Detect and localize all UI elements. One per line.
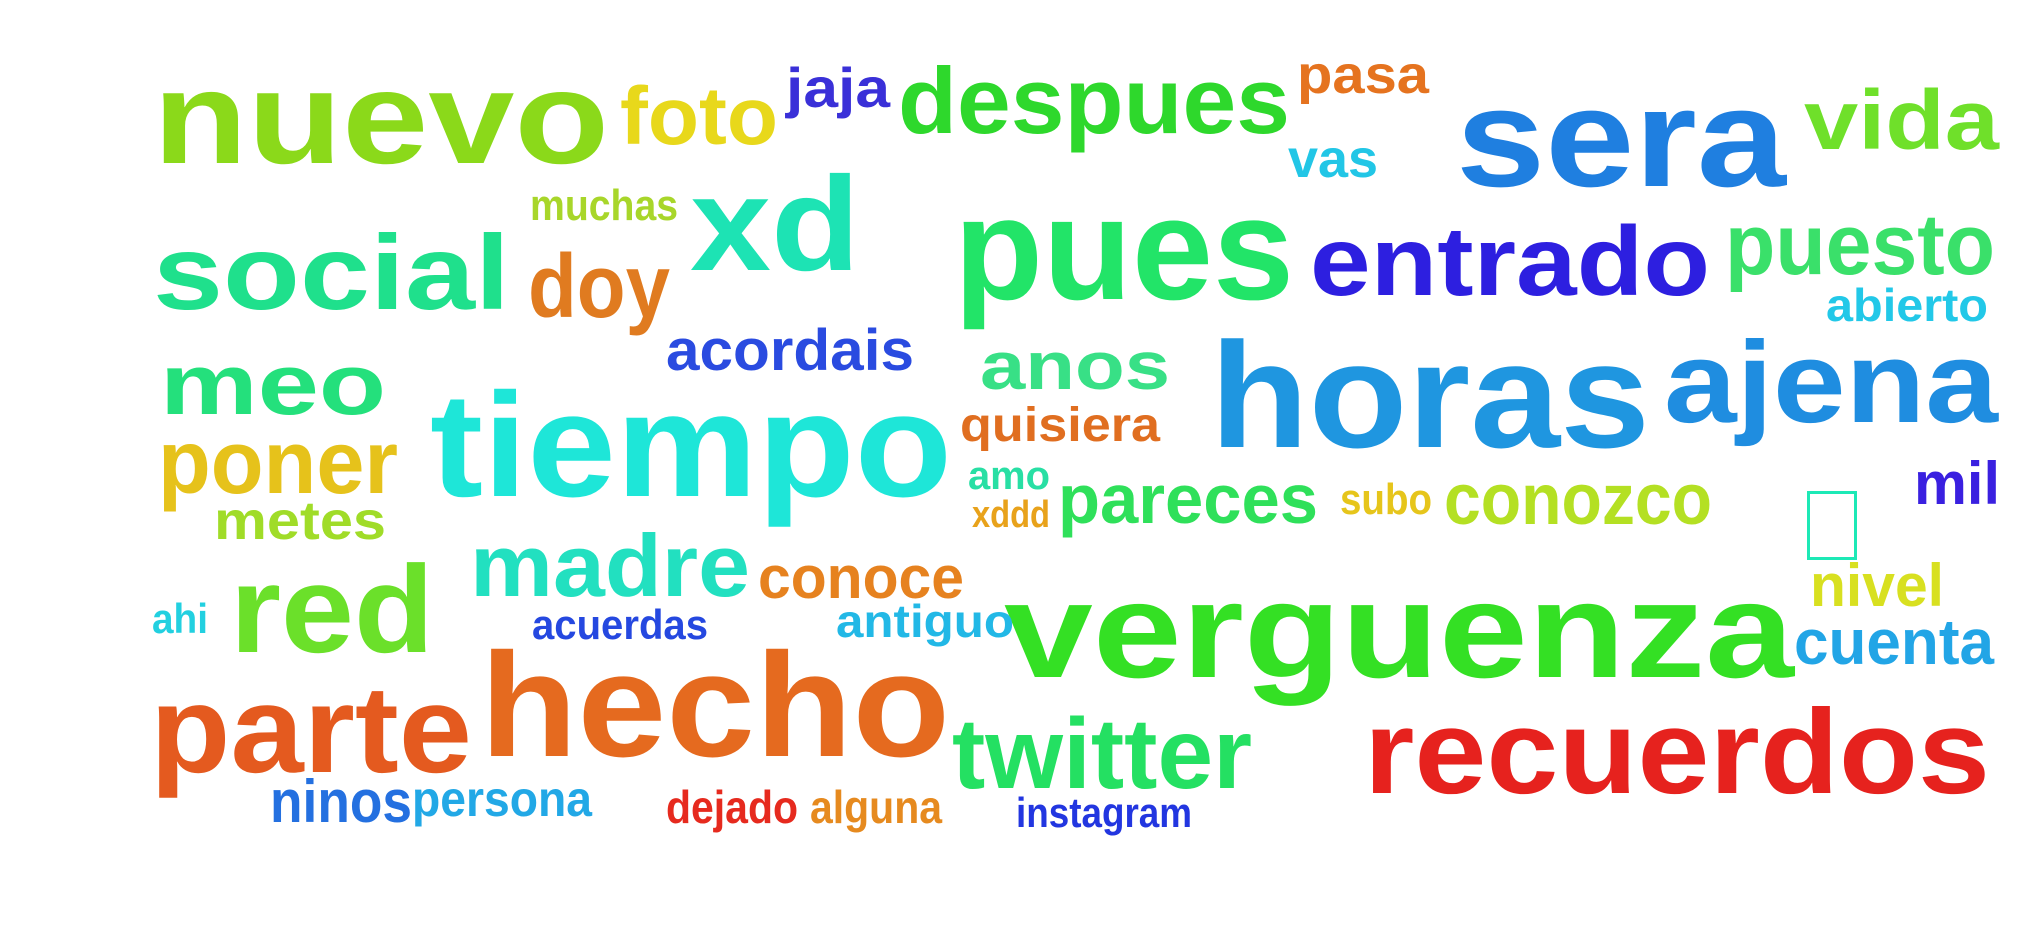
word-pues: pues [954,167,1295,330]
word-recuerdos: recuerdos [1364,685,1990,819]
word-abierto: abierto [1826,279,1988,331]
word-anos: anos [980,328,1171,404]
word-madre: madre [470,516,750,615]
word-vida: vida [1804,73,2000,167]
word-hecho: hecho [480,623,951,788]
word-xd: xd [690,150,860,299]
word-cuenta: cuenta [1794,606,1995,678]
word-pareces: pareces [1058,460,1318,538]
word-nivel: nivel [1810,552,1944,619]
word-pasa: pasa [1297,45,1430,105]
word-puesto: puesto [1725,197,1996,293]
word-horas: horas [1210,311,1651,479]
word-tiempo: tiempo [430,363,952,528]
word-instagram: instagram [1016,789,1193,836]
word-despues: despues [898,48,1291,153]
word-red: red [230,541,435,679]
word-conoce: conoce [758,544,965,611]
word-muchas: muchas [530,181,679,230]
word-social: social [153,214,511,332]
word-jaja: jaja [786,56,890,119]
missing-glyph-box [1807,491,1857,560]
word-conozco: conozco [1444,460,1713,540]
word-ahi: ahi [152,595,209,642]
word-xddd: xddd [972,494,1050,536]
word-acordais: acordais [666,318,915,383]
word-vas: vas [1288,129,1379,189]
word-quisiera: quisiera [960,399,1161,452]
word-foto: foto [620,71,779,162]
word-mil: mil [1914,450,2001,517]
word-meo: meo [160,337,387,433]
word-dejado: dejado [666,781,799,833]
word-entrado: entrado [1310,206,1710,316]
word-ninos: ninos [270,768,412,835]
word-verguenza: verguenza [1004,554,1795,706]
word-acuerdas: acuerdas [532,601,709,648]
word-metes: metes [214,491,386,551]
word-ajena: ajena [1664,317,1998,447]
word-twitter: twitter [952,698,1252,810]
word-sera: sera [1456,59,1786,216]
word-nuevo: nuevo [153,44,610,191]
word-amo: amo [968,454,1051,498]
word-persona: persona [412,771,593,827]
word-subo: subo [1340,475,1433,524]
word-antiguo: antiguo [836,595,1015,647]
word-parte: parte [150,661,472,799]
word-alguna: alguna [810,781,943,833]
word-doy: doy [528,237,670,337]
word-poner: poner [158,413,398,513]
